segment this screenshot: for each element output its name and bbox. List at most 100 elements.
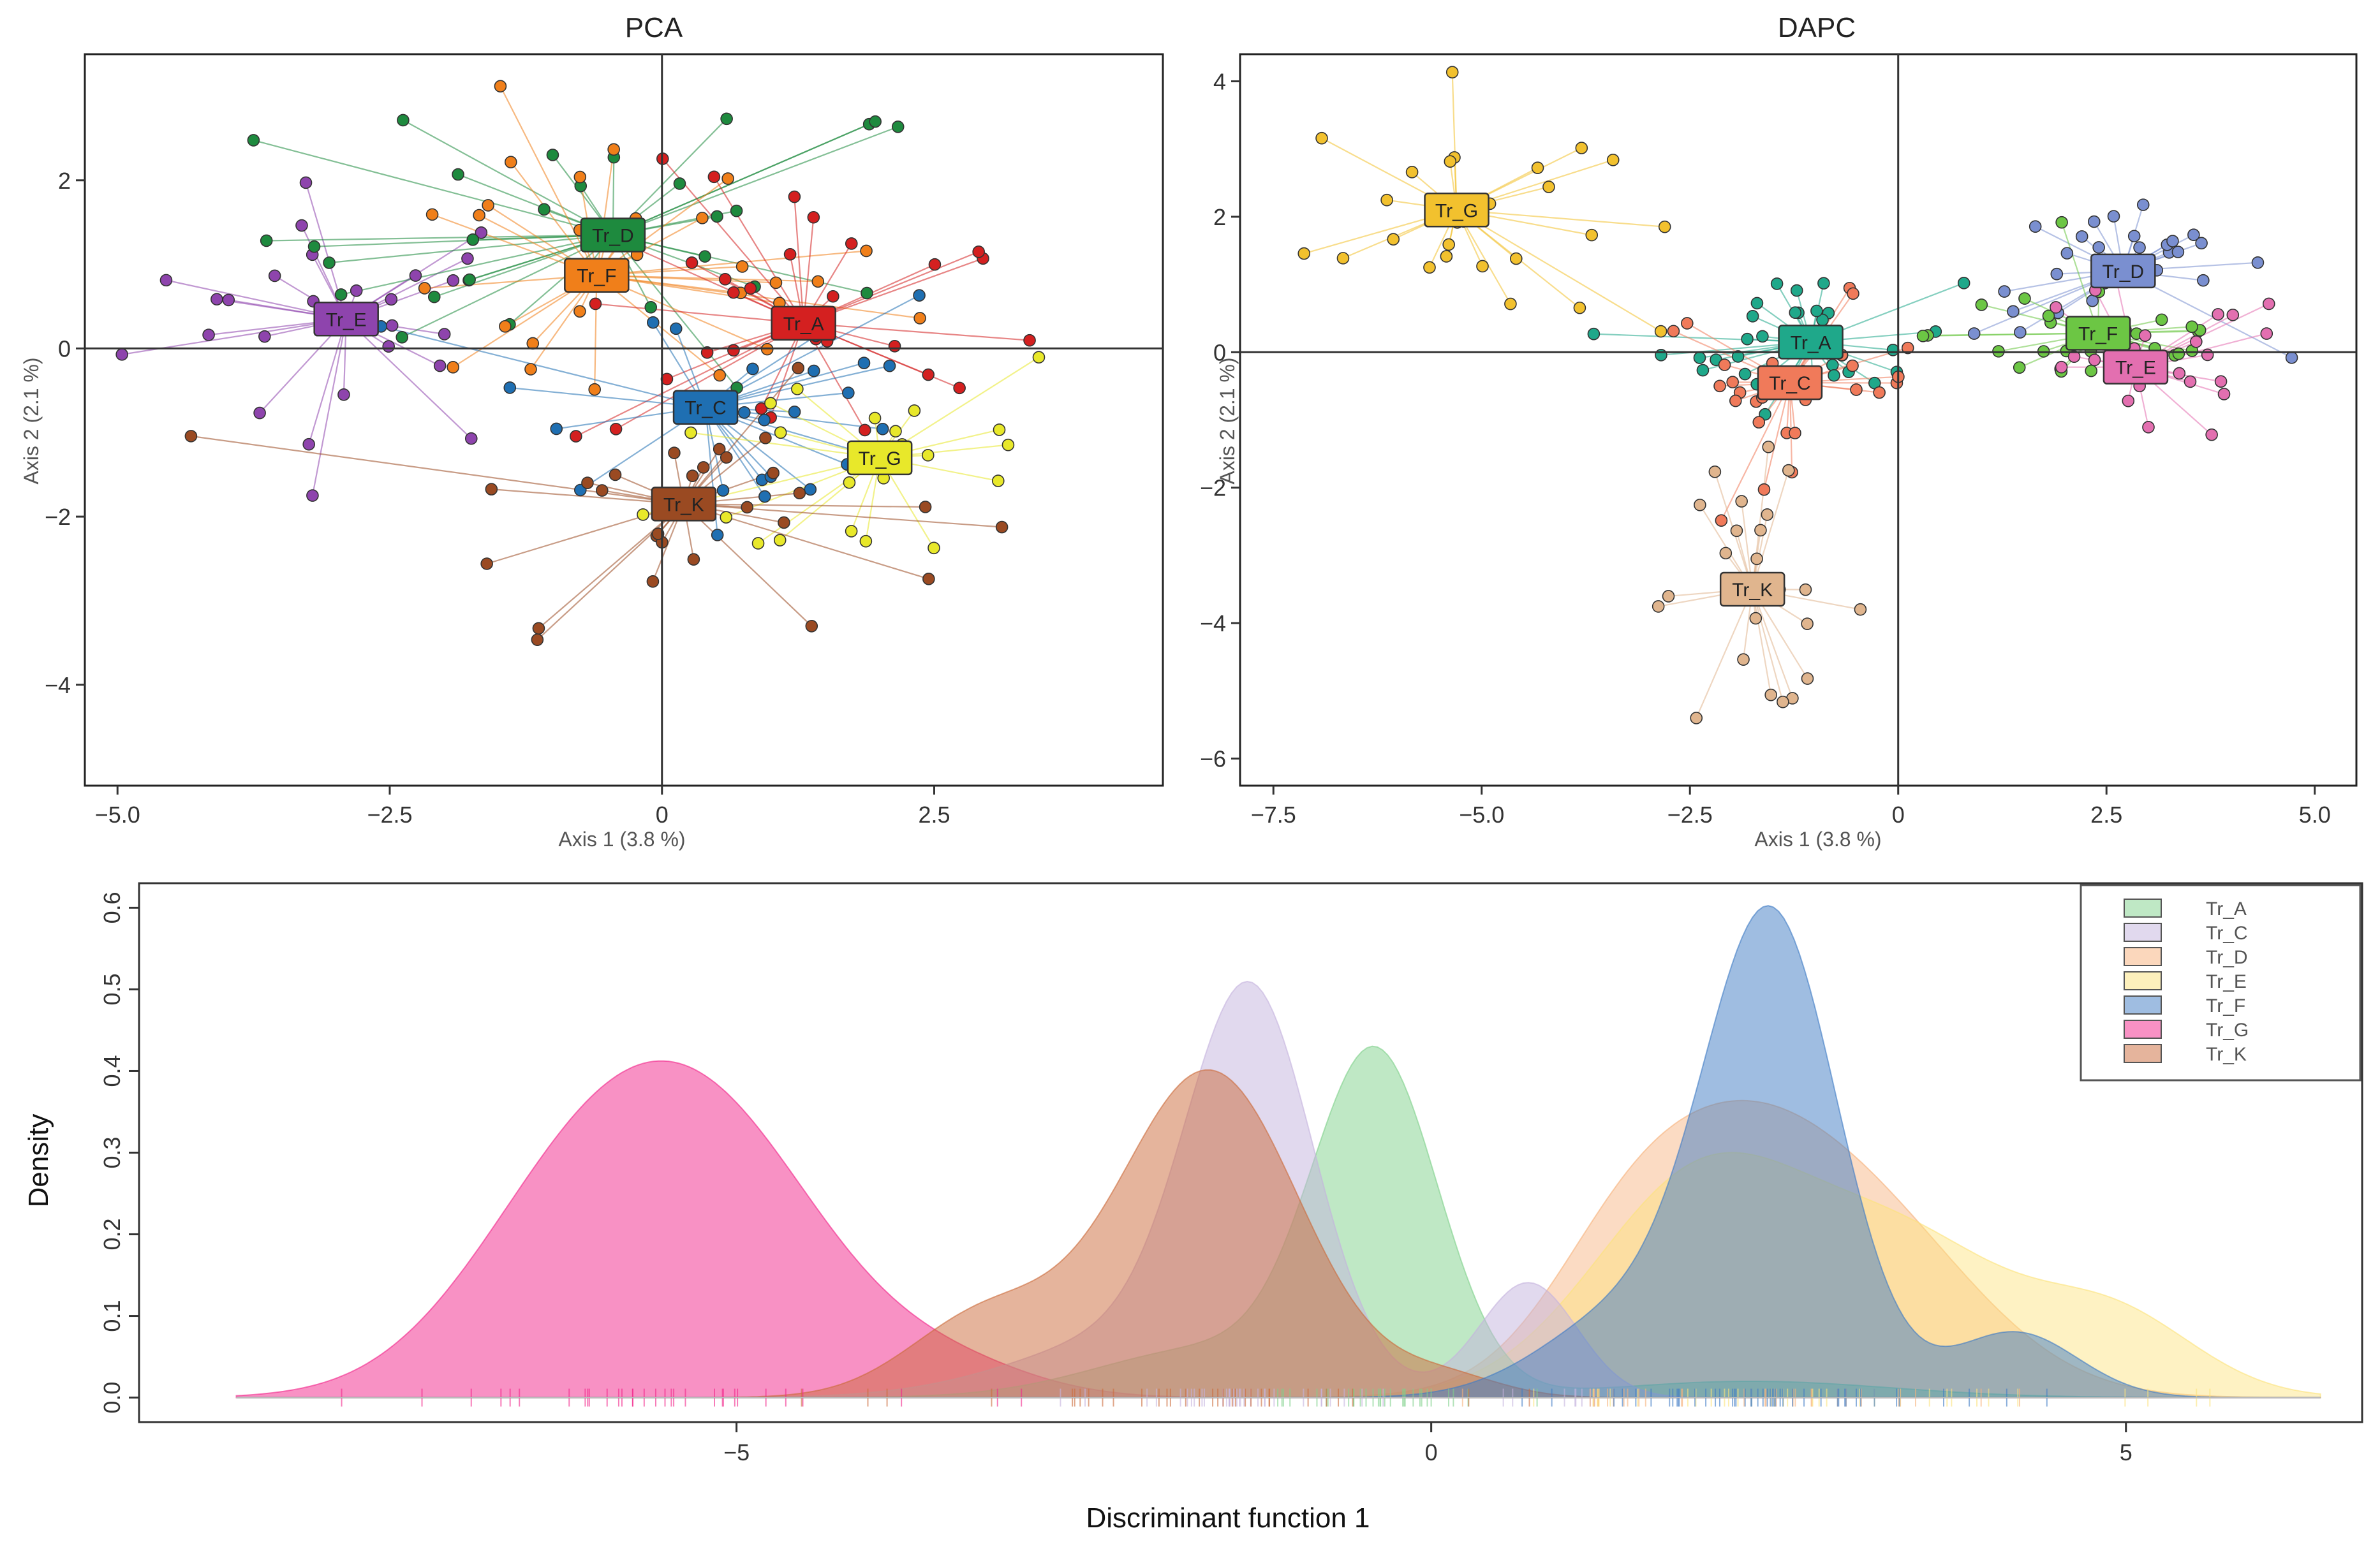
pca-x-tick-label: −2.5 <box>367 802 412 828</box>
dapc-point-Tr_D <box>1998 285 2011 298</box>
dapc-x-ticks: −7.5 −5.0 −2.5 0 2.5 5.0 <box>1251 786 2331 828</box>
dapc-point-Tr_G <box>1476 260 1489 273</box>
dapc-point-Tr_E <box>2088 353 2101 367</box>
dapc-point-Tr_E <box>2122 394 2135 407</box>
pca-point-Tr_D <box>720 112 733 126</box>
pca-centroid-label-Tr_A: Tr_A <box>783 314 824 335</box>
dapc-centroid-label-Tr_F: Tr_F <box>2078 324 2118 345</box>
dapc-point-Tr_E <box>2184 375 2197 388</box>
dapc-point-Tr_C <box>1752 416 1766 429</box>
pca-point-Tr_A <box>727 344 740 357</box>
dapc-point-Tr_G <box>1315 131 1328 145</box>
pca-point-Tr_G <box>868 411 882 425</box>
pca-centroid-label-Tr_D: Tr_D <box>592 225 634 246</box>
pca-point-Tr_A <box>953 381 966 395</box>
pca-point-Tr_K <box>792 362 805 374</box>
dapc-point-Tr_K <box>1662 590 1675 603</box>
pca-point-Tr_G <box>751 537 765 550</box>
dapc-point-Tr_D <box>2136 198 2150 211</box>
pca-point-Tr_F <box>607 143 620 156</box>
dapc-centroids: Tr_G Tr_A Tr_C Tr_K Tr_D Tr_F Tr_E <box>1424 193 2169 607</box>
pca-point-Tr_K <box>651 527 665 540</box>
pca-point-Tr_A <box>928 258 942 271</box>
pca-point-Tr_E <box>385 293 398 306</box>
dapc-point-Tr_E <box>2214 375 2228 388</box>
pca-link-Tr_A <box>575 322 804 437</box>
dapc-point-Tr_E <box>2142 421 2155 434</box>
dapc-point-Tr_D <box>2285 351 2298 364</box>
pca-centroids: Tr_E Tr_D Tr_F Tr_A Tr_C Tr_G Tr_K <box>313 217 913 522</box>
legend-label-Tr_D: Tr_D <box>2206 947 2248 968</box>
pca-point-Tr_C <box>876 422 889 436</box>
pca-point-Tr_G <box>993 423 1006 436</box>
pca-link-Tr_C <box>381 325 706 408</box>
dapc-point-Tr_G <box>1654 325 1667 338</box>
dapc-link-Tr_F <box>2061 222 2099 334</box>
dapc-point-Tr_K <box>1735 495 1748 508</box>
density-legend: Tr_A Tr_C Tr_D Tr_E Tr_F Tr_G Tr_K <box>2080 884 2362 1082</box>
pca-link-Tr_F <box>596 274 920 319</box>
pca-link-Tr_A <box>595 303 804 324</box>
dapc-point-Tr_C <box>1873 386 1886 399</box>
dapc-point-Tr_G <box>1336 252 1350 265</box>
dapc-point-Tr_D <box>2014 326 2027 339</box>
pca-point-Tr_G <box>637 508 649 521</box>
pca-point-Tr_G <box>859 534 873 548</box>
pca-point-Tr_K <box>687 553 700 566</box>
pca-point-Tr_A <box>888 339 901 353</box>
density-panel: −5 0 5 0.0 0.1 0.2 0.3 0.4 0.5 0.6 Discriminant … <box>23 882 2363 1534</box>
dapc-point-Tr_K <box>1801 672 1814 685</box>
pca-link-Tr_D <box>329 234 614 264</box>
dapc-link-Tr_K <box>1752 589 1793 699</box>
pca-point-Tr_K <box>531 633 544 646</box>
pca-x-tick-label: −5.0 <box>95 802 140 828</box>
legend-swatch-Tr_C <box>2124 923 2162 942</box>
dapc-point-Tr_F <box>2085 364 2097 378</box>
pca-point-Tr_E <box>337 388 350 401</box>
pca-point-Tr_K <box>919 501 932 513</box>
dapc-point-Tr_A <box>1789 306 1802 319</box>
pca-point-Tr_K <box>184 430 198 443</box>
pca-point-Tr_K <box>686 469 699 483</box>
pca-point-Tr_C <box>711 529 724 541</box>
pca-link-Tr_A <box>713 176 804 324</box>
density-y-axis-title: Density <box>23 1114 54 1208</box>
pca-point-Tr_D <box>334 288 348 301</box>
pca-point-Tr_A <box>609 423 623 436</box>
dapc-point-Tr_D <box>2060 247 2074 260</box>
pca-point-Tr_E <box>382 340 395 353</box>
legend-swatch-Tr_D <box>2124 947 2162 966</box>
pca-centroid-label-Tr_E: Tr_E <box>326 309 367 330</box>
dapc-point-Tr_K <box>1750 552 1763 566</box>
pca-point-Tr_F <box>418 282 431 295</box>
dapc-point-Tr_E <box>2190 335 2203 348</box>
pca-point-Tr_A <box>589 297 602 311</box>
pca-point-Tr_F <box>721 172 734 185</box>
pca-link-Tr_K <box>683 503 813 627</box>
dapc-y-ticks: 4 2 0 −2 −4 −6 <box>1200 68 1240 772</box>
dapc-centroid-box-Tr_C <box>1757 365 1823 400</box>
dapc-x-tick-label: −7.5 <box>1251 802 1296 828</box>
dapc-link-Tr_G <box>1456 209 1665 228</box>
pca-point-Tr_A <box>700 346 714 359</box>
pca-centroid-box-Tr_D <box>580 217 646 253</box>
pca-point-Tr_E <box>159 274 173 287</box>
pca-panel: PCA Tr_E Tr_D Tr_F Tr_A Tr_C Tr_G Tr_K −5.0 −2.… <box>20 12 1164 851</box>
density-y-tick-label: 0.2 <box>99 1219 125 1251</box>
pca-point-Tr_C <box>669 322 683 335</box>
dapc-point-Tr_G <box>1405 166 1419 179</box>
dapc-point-Tr_D <box>2029 220 2042 233</box>
pca-zero-axes <box>85 54 1163 786</box>
dapc-point-Tr_F <box>1916 329 1930 342</box>
pca-centroid-box-Tr_F <box>564 258 630 293</box>
pca-link-Tr_A <box>662 158 804 324</box>
legend-label-Tr_F: Tr_F <box>2206 995 2245 1017</box>
legend-label-Tr_A: Tr_A <box>2206 899 2247 920</box>
dapc-point-Tr_E <box>2217 388 2231 400</box>
dapc-point-Tr_K <box>1708 466 1722 478</box>
dapc-point-Tr_A <box>1741 332 1754 346</box>
pca-point-Tr_D <box>711 210 723 223</box>
pca-point-Tr_G <box>1032 351 1046 364</box>
pca-centroid-box-Tr_G <box>846 440 913 476</box>
dapc-point-Tr_E <box>2138 329 2152 342</box>
